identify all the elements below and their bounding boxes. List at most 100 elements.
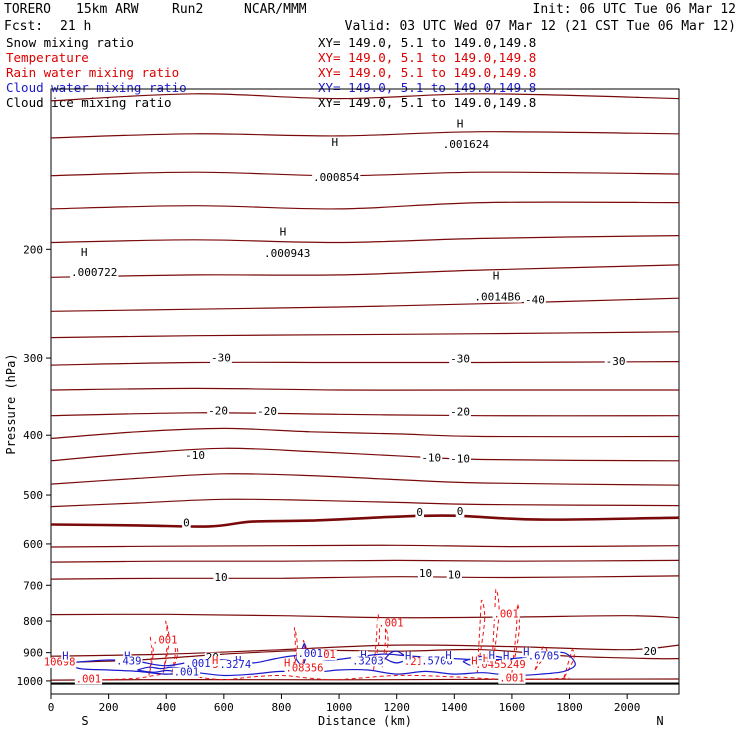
legend-name-cloud-ice: Cloud ice mixing ratio: [6, 95, 172, 110]
cloud-water-label-bg: [502, 651, 511, 662]
rain-contour: [292, 627, 298, 673]
rain-value-label-bg: [42, 657, 77, 668]
snow-high-marker: H: [493, 270, 500, 283]
cloud-water-label: H: [489, 650, 495, 662]
temperature-label: 20: [644, 645, 657, 658]
snow-high-marker: H: [331, 136, 338, 149]
rain-value-label: H: [471, 655, 477, 667]
cloud-water-label: .001: [174, 666, 199, 678]
y-tick-label: 800: [23, 615, 43, 628]
y-tick-label: 600: [23, 538, 43, 551]
rain-value-label: .08356: [286, 663, 324, 675]
model-name: TORERO: [4, 2, 51, 17]
temperature-label-bg: [207, 406, 229, 417]
temperature-label: -10: [421, 451, 441, 464]
cloud-water-label: .001: [185, 658, 210, 670]
temperature-label: -20: [257, 405, 277, 418]
temperature-label-bg: [210, 353, 232, 364]
x-axis-title: Distance (km): [318, 714, 412, 728]
rain-contour: [148, 636, 154, 676]
rain-value-label-bg: [284, 663, 325, 674]
snow-high-marker-bg: [79, 247, 89, 259]
legend-xy-snow: XY= 149.0, 5.1 to 149.0,149.8: [318, 35, 536, 50]
rain-value-label: .001: [494, 608, 519, 620]
snow-value-label: .001624: [443, 138, 490, 151]
temperature-label: -20: [450, 406, 470, 419]
temperature-isotherm: [50, 93, 680, 102]
x-tick-label: 1200: [383, 701, 410, 714]
snow-value-label: .000943: [264, 247, 310, 260]
temperature-isotherm: [50, 575, 680, 580]
cloud-water-label: .439: [116, 655, 141, 667]
temperature-label-bg: [449, 407, 471, 418]
rain-contour: [162, 620, 170, 673]
cloud-water-label-bg: [172, 667, 200, 678]
temperature-label: -30: [211, 352, 231, 365]
temperature-isotherm: [50, 514, 680, 528]
cloud-water-label-bg: [359, 650, 368, 661]
cloud-water-label: .001: [298, 648, 323, 660]
rain-value-label: 10698: [44, 657, 76, 669]
model-resolution: 15km ARW: [76, 2, 139, 17]
snow-value-label: .000722: [71, 266, 117, 279]
cloud-water-label-bg: [404, 651, 413, 662]
rain-value-label-bg: [283, 658, 292, 669]
y-axis-title: Pressure (hPa): [4, 353, 18, 454]
cloud-water-label-bg: [526, 651, 561, 662]
cloud-water-label: H: [360, 650, 366, 662]
temperature-label-bg: [604, 356, 627, 368]
y-tick-label: 500: [23, 489, 43, 502]
temperature-label: 0: [457, 505, 464, 518]
rain-value-label-bg: [402, 657, 437, 668]
temperature-isotherm: [50, 473, 680, 486]
rain-contour: [381, 627, 389, 668]
x-end-right: N: [656, 714, 663, 728]
cloud-water-label: H: [445, 650, 451, 662]
temperature-label: -30: [450, 352, 470, 365]
rain-value-label: H: [483, 653, 489, 665]
cloud-water-label-bg: [522, 647, 531, 658]
rain-contours: [79, 588, 575, 682]
cloud-water-contour: [67, 651, 576, 677]
cloud-water-label: .6705: [528, 650, 560, 662]
temperature-label-bg: [449, 454, 471, 465]
rain-value-label-bg: [211, 655, 220, 666]
rain-value-label: H: [284, 658, 290, 670]
rain-value-label-bg: [377, 618, 405, 629]
temperature-label: 10: [419, 567, 432, 580]
rain-value-label: .001: [76, 673, 101, 685]
legend-xy-rain: XY= 149.0, 5.1 to 149.0,149.8: [318, 65, 536, 80]
snow-high-marker: H: [280, 226, 287, 239]
temperature-isotherm: [50, 235, 680, 244]
temperature-isotherm: [50, 559, 680, 563]
snow-value-label-bg: [263, 248, 312, 260]
snow-high-marker: H: [81, 246, 88, 259]
snow-value-label-bg: [312, 172, 361, 184]
temperature-isotherm: [50, 331, 680, 339]
temperature-isotherm: [50, 427, 680, 440]
snow-high-marker-bg: [455, 119, 465, 130]
rain-value-label: H: [212, 655, 218, 667]
temperature-label-bg: [642, 646, 658, 658]
temperature-label: -30: [606, 355, 626, 368]
x-tick-label: 200: [99, 701, 119, 714]
cloud-water-label: .3274: [220, 659, 252, 671]
temperature-isotherm: [50, 613, 680, 619]
cloud-water-label-bg: [61, 651, 70, 662]
x-end-left: S: [81, 714, 88, 728]
cloud-water-label: H: [503, 651, 509, 663]
rain-contour: [491, 588, 500, 671]
cloud-water-label-bg: [296, 648, 324, 659]
temperature-label-bg: [420, 453, 443, 464]
temperature-label-bg: [417, 568, 434, 580]
temperature-isotherm: [50, 387, 679, 391]
temperature-isotherm: [50, 544, 680, 548]
temperature-label: 10: [448, 569, 461, 582]
rain-value-label-bg: [474, 660, 527, 671]
y-tick-label: 700: [23, 579, 43, 592]
temperature-isotherm: [50, 131, 680, 139]
snow-value-label-bg: [70, 267, 119, 279]
y-tick-label: 900: [23, 647, 43, 660]
x-tick-label: 1000: [326, 701, 353, 714]
